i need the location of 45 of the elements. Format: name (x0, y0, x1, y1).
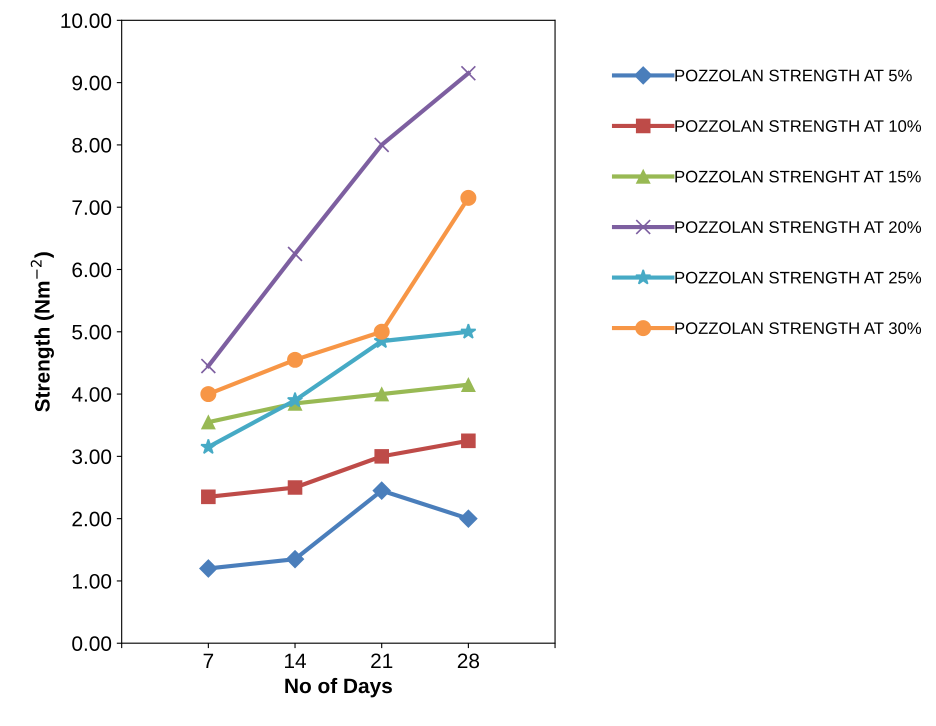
point (374, 324, 390, 340)
point (200, 358, 216, 374)
x-tick-label: 21 (371, 654, 392, 668)
point (287, 352, 304, 368)
point (460, 323, 476, 339)
point (286, 550, 304, 568)
y-tick-label: 9.00 (72, 76, 112, 90)
y-axis-title: Strength (Nm$^{−2}$) (30, 252, 54, 412)
x-tick-label: 28 (458, 654, 480, 668)
y-tick-label: 8.00 (72, 138, 112, 153)
y-tick-label: 6.00 (72, 262, 112, 278)
y-tick-label: 1.00 (73, 574, 112, 589)
point (201, 414, 216, 430)
y-tick-label: 10.00 (61, 13, 112, 28)
x-axis-title: No of Days (285, 678, 392, 698)
y-tick-label: 0.00 (72, 636, 112, 651)
point (199, 559, 218, 578)
y-tick-label: 7.00 (72, 200, 112, 215)
point (200, 386, 216, 402)
x-tick-label: 7 (204, 654, 214, 668)
point (374, 386, 389, 402)
point (459, 509, 478, 528)
legend-label: POZZOLAN STRENGHT AT 15% (675, 170, 921, 182)
point (201, 490, 216, 504)
legend-label: POZZOLAN STRENGTH AT 10% (675, 120, 922, 132)
y-tick-label: 4.00 (72, 387, 112, 402)
y-tick-label: 2.00 (72, 512, 112, 526)
point (287, 246, 303, 262)
point (460, 190, 476, 206)
point (288, 480, 302, 495)
y-tick-label: 3.00 (72, 449, 112, 464)
point (374, 449, 389, 464)
legend-label: POZZOLAN STRENGTH AT 25% (675, 272, 922, 284)
point (461, 433, 476, 448)
point (460, 65, 476, 82)
legend-label: POZZOLAN STRENGTH AT 5% (675, 70, 912, 82)
point (372, 481, 391, 500)
x-tick-label: 14 (285, 654, 306, 668)
point (286, 392, 304, 408)
legend-label: POZZOLAN STRENGTH AT 30% (675, 322, 922, 334)
point (200, 438, 216, 454)
y-tick-label: 5.00 (72, 324, 112, 340)
point (374, 137, 390, 153)
point (461, 377, 476, 392)
legend-label: POZZOLAN STRENGTH AT 20% (675, 221, 922, 234)
